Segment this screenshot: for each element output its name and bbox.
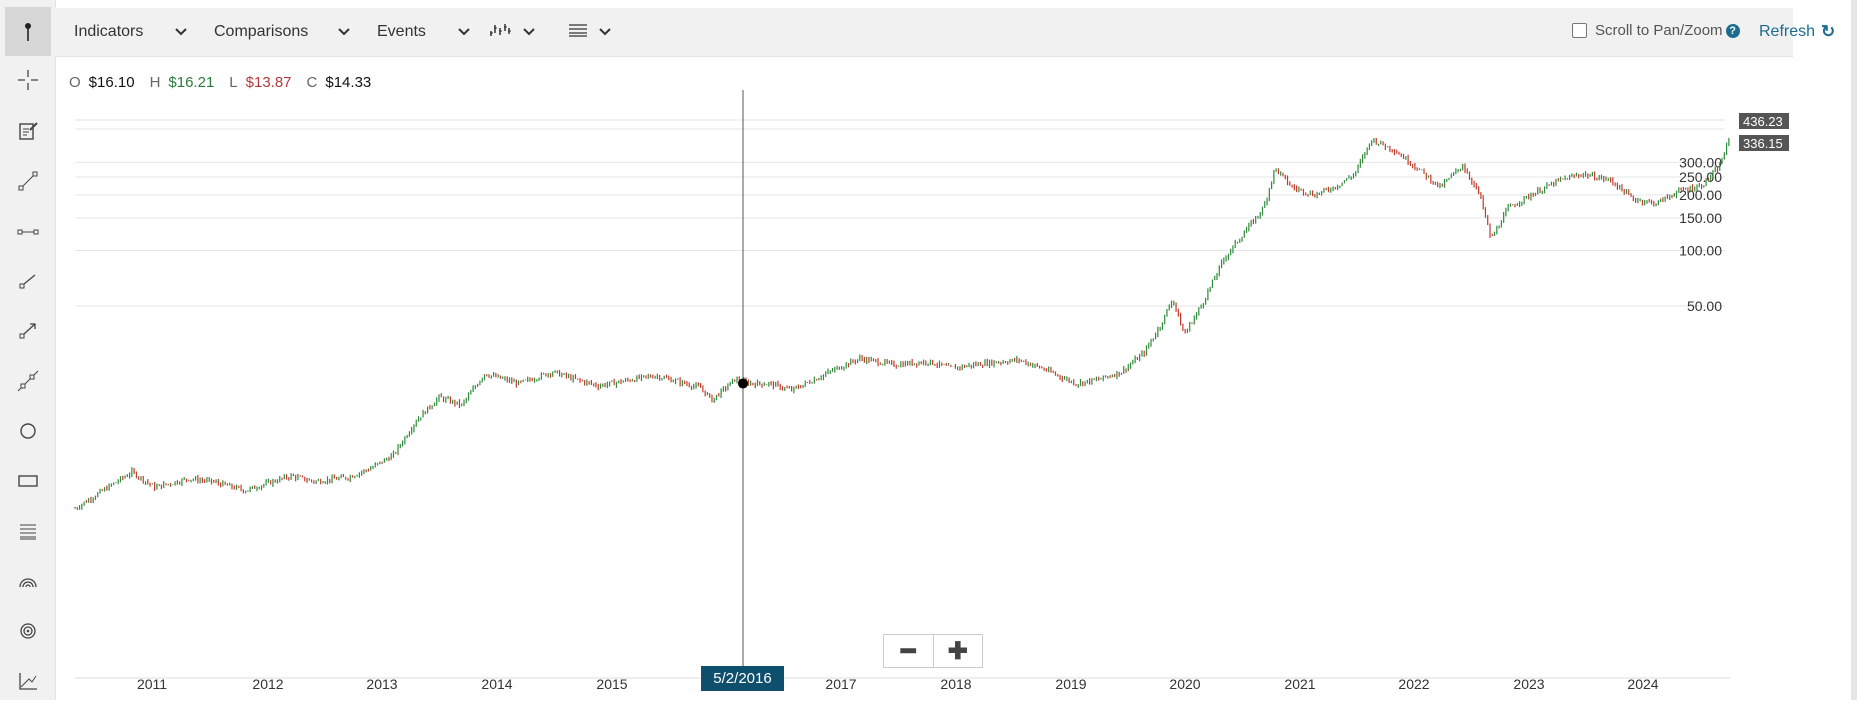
circle-icon	[20, 423, 36, 439]
y-tick-label: 50.00	[1687, 298, 1722, 314]
scroll-zoom-label: Scroll to Pan/Zoom	[1595, 22, 1723, 39]
tool-circle[interactable]	[5, 408, 51, 454]
menu-label: Events	[377, 23, 426, 40]
x-tick-label: 2012	[252, 676, 283, 692]
tool-arrow-line[interactable]	[5, 308, 51, 354]
horizontal-segment-icon	[17, 229, 39, 235]
tool-note[interactable]	[5, 108, 51, 154]
menu-comparisons[interactable]: Comparisons	[214, 8, 350, 56]
ohlc-readout: O $16.10 H $16.21 L $13.87 C $14.33	[69, 74, 377, 91]
y-tick-label: 150.00	[1679, 210, 1722, 226]
high-value: $16.21	[168, 74, 215, 91]
help-icon[interactable]: ?	[1725, 23, 1740, 38]
line-segment-icon	[18, 171, 38, 191]
tool-cursor-pointer[interactable]	[5, 7, 51, 56]
candlestick-icon	[489, 22, 511, 43]
x-tick-label: 2020	[1169, 676, 1200, 692]
tool-horizontal-segment[interactable]	[5, 209, 51, 255]
chevron-down-icon	[523, 25, 535, 39]
menu-label: Indicators	[74, 23, 144, 40]
chevron-down-icon	[458, 25, 470, 39]
plus-icon: ✚	[947, 637, 968, 665]
tool-crosshair[interactable]	[5, 57, 51, 103]
crosshair-date-label: 5/2/2016	[701, 666, 784, 691]
refresh-icon: ↻	[1821, 22, 1836, 41]
low-label: L	[229, 74, 238, 91]
chart-type-menu[interactable]	[489, 8, 535, 56]
ray-icon	[19, 274, 36, 289]
x-tick-label: 2019	[1055, 676, 1086, 692]
extended-line-icon	[17, 370, 39, 392]
tool-extended-line[interactable]	[5, 358, 51, 404]
high-price-tag: 436.23	[1739, 113, 1789, 129]
x-tick-label: 2021	[1284, 676, 1315, 692]
x-tick-label: 2013	[366, 676, 397, 692]
minus-icon: ━	[901, 637, 916, 665]
tool-line-segment[interactable]	[5, 158, 51, 204]
high-label: H	[149, 74, 161, 91]
y-tick-label: 300.00	[1679, 154, 1722, 170]
arrow-line-icon	[19, 323, 36, 339]
x-tick-label: 2018	[940, 676, 971, 692]
low-value: $13.87	[245, 74, 292, 91]
target-icon	[20, 623, 36, 639]
menu-events[interactable]: Events	[377, 8, 470, 56]
y-tick-label: 100.00	[1679, 242, 1722, 258]
y-tick-label: 250.00	[1679, 169, 1722, 185]
lines-icon	[569, 23, 587, 42]
tool-trend-angle[interactable]	[5, 658, 51, 704]
crosshair-icon	[18, 70, 38, 90]
zoom-control: ━ ✚	[883, 634, 983, 668]
tool-arc[interactable]	[5, 558, 51, 604]
x-tick-label: 2024	[1627, 676, 1658, 692]
chart-toolbar: Indicators Comparisons Events Scroll to Pa…	[55, 8, 1835, 57]
arc-icon	[19, 578, 37, 588]
open-value: $16.10	[88, 74, 135, 91]
note-icon	[19, 122, 38, 140]
scroll-to-pan-zoom[interactable]: Scroll to Pan/Zoom ?	[1572, 22, 1740, 39]
chevron-down-icon	[175, 25, 187, 39]
cursor-pointer-icon	[25, 22, 31, 41]
trend-angle-icon	[19, 673, 37, 690]
x-tick-label: 2022	[1398, 676, 1429, 692]
chart-settings-menu[interactable]	[569, 8, 611, 56]
scroll-zoom-checkbox[interactable]	[1572, 23, 1587, 38]
candles	[74, 137, 1730, 510]
x-tick-label: 2014	[481, 676, 512, 692]
chevron-down-icon	[338, 25, 350, 39]
close-label: C	[306, 74, 318, 91]
crosshair-marker	[738, 378, 748, 389]
page-scrollbar[interactable]	[1851, 0, 1857, 700]
x-tick-label: 2017	[825, 676, 856, 692]
zoom-in-button[interactable]: ✚	[934, 635, 983, 667]
refresh-label: Refresh	[1759, 23, 1816, 40]
tool-rectangle[interactable]	[5, 458, 51, 504]
x-tick-label: 2015	[596, 676, 627, 692]
fibonacci-icon	[20, 524, 36, 540]
menu-indicators[interactable]: Indicators	[74, 8, 187, 56]
x-tick-label: 2023	[1513, 676, 1544, 692]
rectangle-icon	[18, 475, 38, 487]
drawing-toolbar	[0, 0, 56, 700]
x-tick-label: 2011	[137, 676, 167, 692]
open-label: O	[69, 74, 81, 91]
tool-target[interactable]	[5, 608, 51, 654]
menu-label: Comparisons	[214, 23, 309, 40]
refresh-button[interactable]: Refresh ↻	[1759, 22, 1835, 42]
current-price-tag: 336.15	[1739, 135, 1789, 151]
close-value: $14.33	[325, 74, 372, 91]
tool-ray[interactable]	[5, 258, 51, 304]
chevron-down-icon	[599, 25, 611, 39]
tool-fibonacci[interactable]	[5, 508, 51, 554]
zoom-out-button[interactable]: ━	[884, 635, 934, 667]
